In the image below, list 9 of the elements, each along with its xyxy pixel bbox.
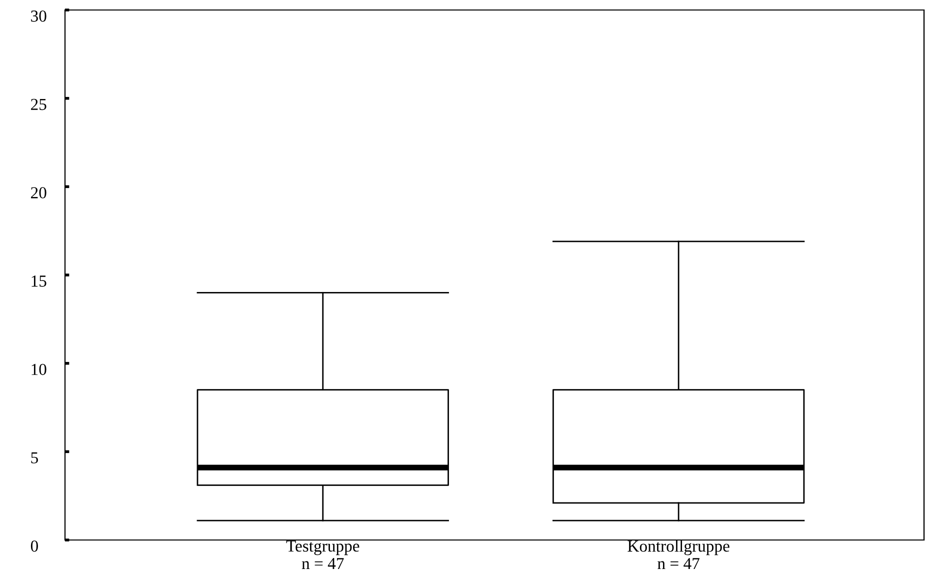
y-tick-label: 30 bbox=[31, 10, 46, 22]
y-tick-label: 5 bbox=[31, 452, 38, 464]
y-tick-label: 10 bbox=[32, 364, 46, 376]
y-tick-label: 15 bbox=[32, 276, 46, 287]
x-tick-label: Kontrollgruppe n = 47 bbox=[628, 540, 730, 570]
x-tick-label: Testgruppe n = 47 bbox=[286, 540, 360, 569]
y-tick-label: 20 bbox=[31, 187, 46, 198]
y-tick-label: 25 bbox=[31, 98, 46, 110]
y-tick-label: 0 bbox=[30, 540, 38, 552]
